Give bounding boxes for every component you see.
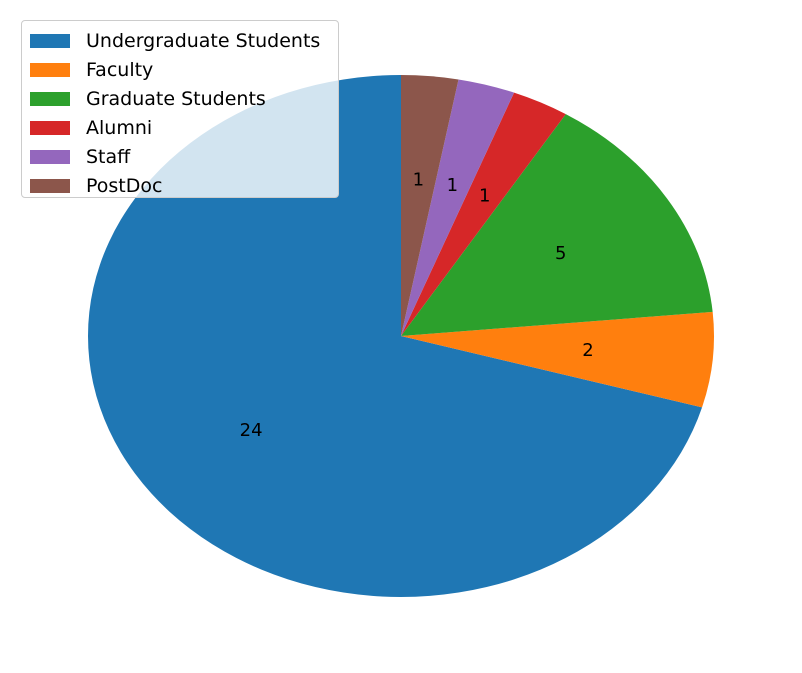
- pie-slice-faculty: [401, 311, 714, 408]
- legend-swatch: [30, 120, 70, 135]
- legend-label: Staff: [86, 145, 131, 168]
- legend-swatch: [30, 149, 70, 164]
- legend-swatch: [30, 91, 70, 106]
- slice-label-staff: 1: [447, 175, 458, 196]
- legend-item-undergraduate-students: Undergraduate Students: [30, 26, 338, 55]
- pie-slice-alumni: [401, 92, 566, 337]
- legend-swatch: [30, 33, 70, 48]
- slice-label-undergraduate-students: 24: [240, 420, 263, 441]
- slice-label-alumni: 1: [479, 185, 490, 206]
- legend-label: Faculty: [86, 58, 154, 81]
- pie-slice-undergraduate-students: [87, 75, 703, 597]
- legend-swatch: [30, 178, 70, 193]
- pie-slice-staff: [401, 79, 515, 336]
- legend-item-alumni: Alumni: [30, 113, 338, 142]
- legend-swatch: [30, 62, 70, 77]
- legend-item-postdoc: PostDoc: [30, 171, 338, 200]
- legend-label: Graduate Students: [86, 87, 266, 110]
- pie-slice-postdoc: [401, 75, 459, 336]
- legend-item-graduate-students: Graduate Students: [30, 84, 338, 113]
- legend-item-faculty: Faculty: [30, 55, 338, 84]
- legend: Undergraduate Students Faculty Graduate St…: [21, 20, 339, 198]
- slice-label-postdoc: 1: [413, 170, 424, 191]
- legend-label: PostDoc: [86, 174, 163, 197]
- pie-slice-graduate-students: [401, 114, 713, 336]
- legend-label: Alumni: [86, 116, 153, 139]
- legend-label: Undergraduate Students: [86, 29, 321, 52]
- slice-label-graduate-students: 5: [555, 243, 566, 264]
- slice-label-faculty: 2: [582, 340, 593, 361]
- legend-item-staff: Staff: [30, 142, 338, 171]
- pie-slices: [87, 75, 714, 597]
